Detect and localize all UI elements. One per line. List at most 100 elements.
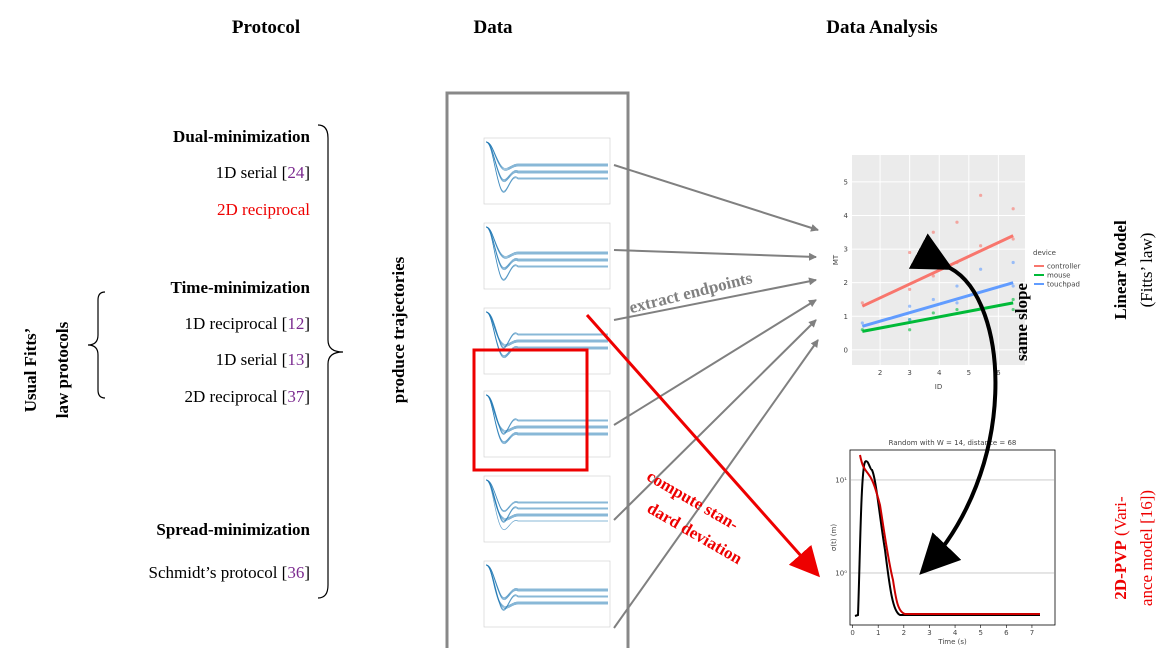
trajectory [485, 479, 608, 519]
model-subtitle: (Fitts’ law) [1137, 233, 1156, 308]
trajectory [485, 564, 608, 599]
x-tick-label: 5 [978, 629, 982, 637]
header: Protocol [232, 17, 300, 38]
x-tick-label: 3 [907, 369, 911, 377]
x-tick-label: 4 [937, 369, 942, 377]
header: Data [473, 17, 513, 38]
thumbnail [483, 137, 611, 205]
produce-label: produce trajectories [389, 256, 408, 403]
protocol-name: 1D reciprocal [ [184, 314, 287, 333]
legend-label: mouse [1047, 272, 1071, 280]
y-tick-label: 10¹ [835, 476, 847, 484]
pvp-title: 2D-PVP (Vari- [1111, 496, 1130, 600]
citation: 13 [287, 350, 304, 369]
point [1011, 297, 1015, 302]
point [860, 321, 864, 325]
point [1011, 260, 1015, 265]
legend-label: touchpad [1047, 281, 1080, 289]
side-label: law protocols [53, 321, 72, 418]
x-tick-label: 5 [967, 369, 971, 377]
plot-frame [849, 449, 1056, 626]
protocol: 2D reciprocal [217, 200, 310, 219]
curve [859, 454, 1040, 615]
slope-label: same slope [1012, 283, 1031, 361]
point [908, 250, 912, 255]
citation: 37 [287, 387, 305, 406]
point [908, 287, 912, 291]
thumbnail [483, 390, 611, 458]
protocol-name: Schmidt’s protocol [ [149, 563, 288, 582]
protocol: Schmidt’s protocol [36] [149, 563, 311, 582]
trajectory [485, 564, 608, 609]
trajectory [485, 479, 608, 520]
group-title: Spread-minimization [156, 520, 310, 539]
y-tick-label: 2 [844, 279, 848, 287]
trajectory [485, 226, 608, 257]
pvp-ref: 16 [1137, 501, 1156, 518]
trajectory [485, 141, 608, 181]
trajectory [485, 226, 608, 258]
citation: 24 [287, 163, 305, 182]
point [908, 318, 912, 322]
side-label: Usual Fitts’ [21, 328, 40, 413]
arrows [613, 164, 819, 629]
trajectory [485, 479, 608, 513]
protocol-name: ] [304, 387, 310, 406]
y-axis-label: MT [832, 254, 840, 265]
trajectory [485, 226, 608, 270]
trajectory [485, 394, 608, 431]
point [860, 301, 864, 305]
group-title: Time-minimization [171, 278, 311, 297]
point [979, 244, 983, 248]
trajectory [485, 141, 608, 193]
trajectory [485, 141, 608, 170]
protocol-name: ] [304, 563, 310, 582]
trajectory [485, 141, 608, 183]
plot-panel [852, 155, 1025, 365]
model-title: Linear Model [1111, 220, 1130, 320]
trajectory [485, 394, 608, 433]
trajectory [485, 479, 608, 521]
trajectory [485, 479, 608, 523]
x-axis-label: ID [935, 383, 942, 391]
point [931, 297, 935, 302]
trajectory [485, 394, 608, 445]
point [908, 328, 912, 332]
x-tick-label: 1 [876, 629, 880, 637]
protocol-name: 2D reciprocal [217, 200, 310, 219]
thumbnail [483, 560, 611, 628]
protocol-name: 1D serial [ [216, 350, 288, 369]
protocol: 1D serial [13] [216, 350, 310, 369]
y-tick-label: 4 [844, 212, 849, 220]
chart-title: Random with W = 14, distance = 68 [889, 439, 1017, 447]
trajectory [485, 311, 608, 347]
x-tick-label: 3 [927, 629, 931, 637]
point [979, 193, 983, 197]
point [955, 284, 959, 288]
curve [854, 460, 1040, 617]
point [931, 311, 935, 315]
pvp-text: (Vari- [1111, 496, 1130, 540]
point [931, 230, 935, 234]
legend-title: device [1033, 249, 1056, 257]
header: Data Analysis [826, 17, 937, 38]
x-axis-label: Time (s) [937, 638, 967, 646]
x-tick-label: 6 [996, 369, 1001, 377]
trajectory [485, 226, 608, 269]
trajectory [485, 141, 608, 182]
trajectory [485, 394, 608, 435]
point [1011, 237, 1015, 241]
brace [87, 291, 106, 399]
y-tick-label: 5 [844, 178, 848, 186]
slope-arrow [908, 233, 998, 575]
trajectory [485, 479, 608, 512]
x-tick-label: 0 [850, 629, 854, 637]
x-tick-label: 2 [902, 629, 906, 637]
protocol-name: 1D serial [ [216, 163, 288, 182]
protocol-name: ] [304, 314, 310, 333]
pvp-name: 2D-PVP [1111, 540, 1130, 599]
trajectory [485, 141, 608, 169]
trajectory [485, 564, 608, 600]
trajectory [485, 226, 608, 259]
